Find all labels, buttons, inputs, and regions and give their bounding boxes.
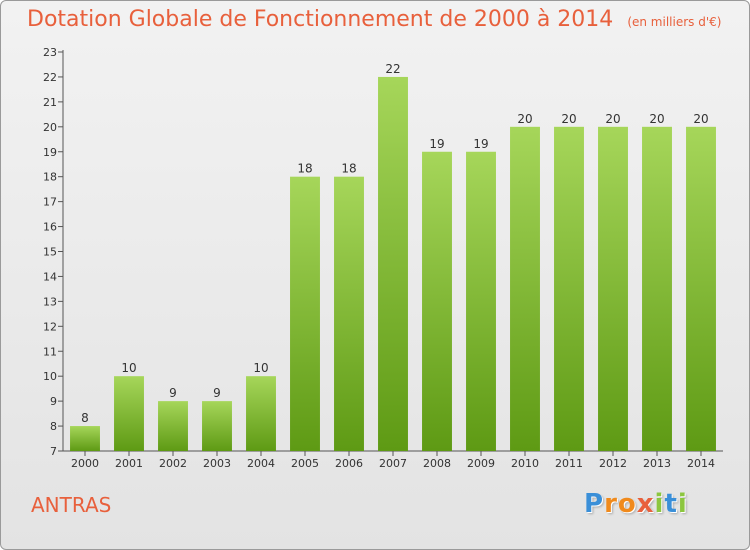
- bar-2002: [158, 401, 188, 451]
- x-tick-label: 2005: [291, 457, 319, 470]
- y-tick-label: 15: [43, 246, 57, 259]
- y-axis: 7 8 9 10 11 12 13 14 15 16 17 18 19 20 21 22 23: [43, 46, 64, 458]
- bar-2001: [114, 376, 144, 451]
- y-tick-label: 16: [43, 221, 57, 234]
- data-label: 20: [649, 112, 664, 126]
- x-axis: 2000 2001 2002 2003 2004 2005 2006 2007 2008 2009…: [63, 450, 723, 470]
- x-tick-label: 2012: [599, 457, 627, 470]
- bar-2012: [598, 126, 628, 451]
- y-tick-label: 21: [43, 96, 57, 109]
- logo-letter: i: [677, 489, 688, 519]
- bar-2010: [510, 126, 540, 451]
- chart-unit-label: (en milliers d'€): [627, 15, 722, 29]
- x-tick-label: 2011: [555, 457, 583, 470]
- y-tick-label: 12: [43, 320, 57, 333]
- bar-2005: [290, 176, 320, 451]
- x-tick-label: 2002: [159, 457, 187, 470]
- chart-title-text: Dotation Globale de Fonctionnement de 20…: [27, 7, 614, 32]
- bar-2014: [686, 126, 716, 451]
- y-tick-label: 22: [43, 71, 57, 84]
- data-label: 22: [385, 62, 400, 76]
- data-label: 10: [253, 361, 268, 375]
- data-label: 20: [693, 112, 708, 126]
- data-labels: 8 10 9 9 10 18 18 22 19 19 20 20 20 20 20: [81, 62, 708, 425]
- bar-2007: [378, 76, 408, 451]
- x-tick-label: 2001: [115, 457, 143, 470]
- logo-letter: t: [664, 489, 678, 519]
- bar-2008: [422, 151, 452, 451]
- y-tick-label: 19: [43, 146, 57, 159]
- y-tick-label: 23: [43, 46, 57, 59]
- data-label: 9: [169, 386, 177, 400]
- bar-2011: [554, 126, 584, 451]
- proxiti-logo[interactable]: Proxiti: [584, 489, 688, 519]
- y-tick-label: 7: [50, 445, 57, 458]
- logo-letter: o: [617, 489, 637, 519]
- logo-letter: P: [584, 489, 605, 519]
- data-label: 18: [297, 162, 312, 176]
- bar-2013: [642, 126, 672, 451]
- y-tick-label: 18: [43, 171, 57, 184]
- bar-2009: [466, 151, 496, 451]
- data-label: 9: [213, 386, 221, 400]
- x-tick-label: 2000: [71, 457, 99, 470]
- y-tick-label: 20: [43, 121, 57, 134]
- data-label: 20: [517, 112, 532, 126]
- logo-letter: r: [604, 489, 618, 519]
- x-tick-label: 2006: [335, 457, 363, 470]
- data-label: 19: [473, 137, 488, 151]
- data-label: 20: [561, 112, 576, 126]
- logo-letter: i: [654, 489, 665, 519]
- data-label: 10: [121, 361, 136, 375]
- y-tick-label: 9: [50, 395, 57, 408]
- y-tick-label: 13: [43, 295, 57, 308]
- bar-2004: [246, 376, 276, 451]
- bar-series: [70, 76, 716, 451]
- data-label: 20: [605, 112, 620, 126]
- data-label: 8: [81, 411, 89, 425]
- data-label: 19: [429, 137, 444, 151]
- bar-2006: [334, 176, 364, 451]
- bar-2000: [70, 426, 100, 451]
- x-tick-label: 2008: [423, 457, 451, 470]
- y-tick-label: 10: [43, 370, 57, 383]
- logo-letter: x: [636, 489, 655, 519]
- x-tick-label: 2013: [643, 457, 671, 470]
- y-tick-label: 17: [43, 196, 57, 209]
- x-tick-label: 2009: [467, 457, 495, 470]
- x-tick-label: 2004: [247, 457, 275, 470]
- y-tick-label: 8: [50, 420, 57, 433]
- bar-2003: [202, 401, 232, 451]
- x-tick-label: 2007: [379, 457, 407, 470]
- commune-name: ANTRAS: [31, 493, 112, 517]
- y-tick-label: 14: [43, 270, 57, 283]
- x-tick-label: 2003: [203, 457, 231, 470]
- x-tick-label: 2010: [511, 457, 539, 470]
- y-tick-label: 11: [43, 345, 57, 358]
- x-tick-label: 2014: [687, 457, 715, 470]
- chart-title: Dotation Globale de Fonctionnement de 20…: [27, 7, 721, 32]
- data-label: 18: [341, 162, 356, 176]
